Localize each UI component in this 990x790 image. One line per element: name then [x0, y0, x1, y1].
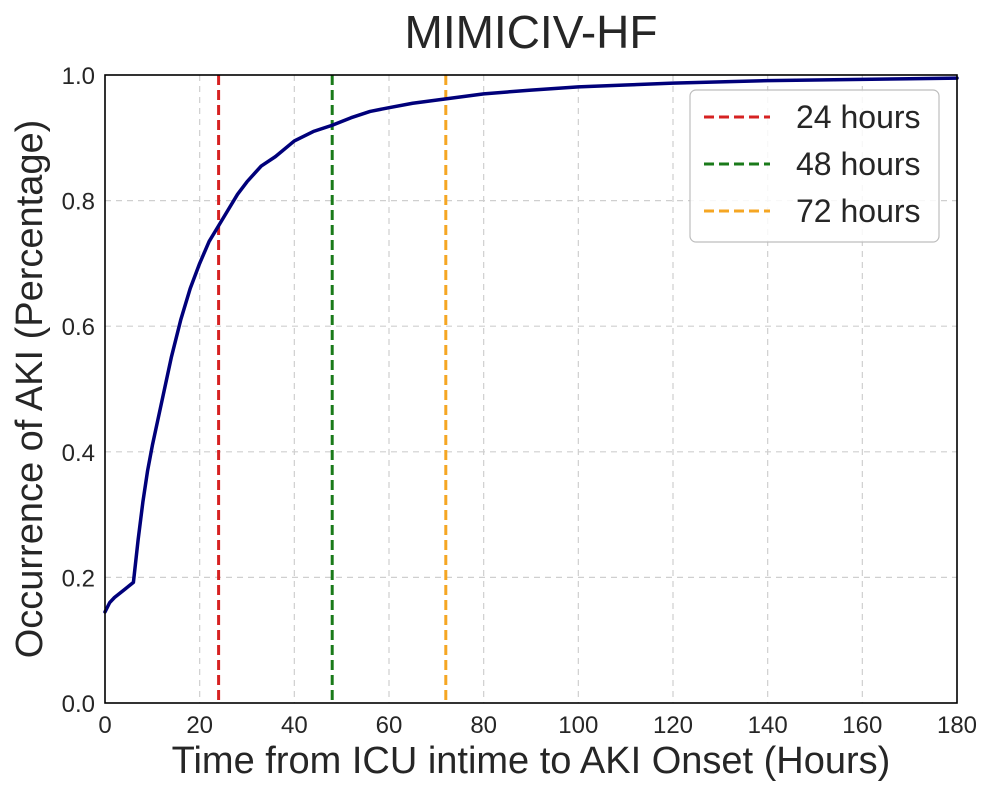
legend-label-48h: 48 hours: [796, 146, 921, 182]
legend-label-24h: 24 hours: [796, 99, 921, 135]
x-tick-label: 20: [186, 712, 213, 739]
plot-frame: [104, 74, 958, 704]
series: [103, 76, 959, 614]
x-tick-label: 100: [558, 712, 598, 739]
x-tick-label: 180: [937, 712, 977, 739]
y-tick-label: 0.8: [62, 189, 95, 216]
legend-box: [689, 89, 940, 243]
reference-lines: [217, 75, 448, 703]
x-tick-label: 0: [98, 712, 111, 739]
x-tick-label: 40: [281, 712, 308, 739]
x-ticks: 0 20 40 60 80 100 120 140 160 180: [98, 712, 977, 739]
chart-title: MIMICIV-HF: [405, 6, 658, 58]
y-tick-label: 0.2: [62, 565, 95, 592]
legend: 24 hours 48 hours 72 hours: [689, 89, 940, 243]
x-tick-label: 80: [470, 712, 497, 739]
y-ticks: 0.0 0.2 0.4 0.6 0.8 1.0: [62, 63, 95, 718]
y-axis-label: Occurrence of AKI (Percentage): [9, 120, 51, 659]
y-tick-label: 1.0: [62, 63, 95, 90]
x-tick-label: 60: [376, 712, 403, 739]
x-axis-label: Time from ICU intime to AKI Onset (Hours…: [172, 740, 891, 782]
x-tick-label: 160: [842, 712, 882, 739]
legend-label-72h: 72 hours: [796, 193, 921, 229]
x-tick-label: 140: [748, 712, 788, 739]
y-tick-label: 0.0: [62, 691, 95, 718]
y-tick-label: 0.6: [62, 314, 95, 341]
aki-cumulative-line: [103, 76, 959, 614]
x-tick-label: 120: [653, 712, 693, 739]
y-tick-label: 0.4: [62, 440, 95, 467]
